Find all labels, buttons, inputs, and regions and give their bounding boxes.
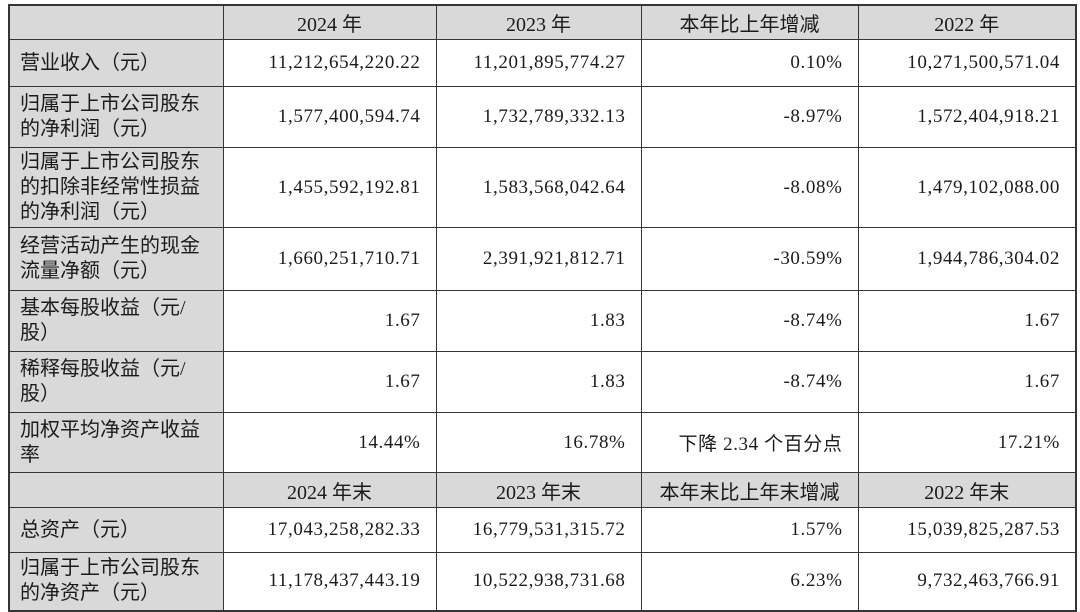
row-label: 总资产（元）: [8, 507, 224, 553]
cell-change: -8.74%: [640, 290, 859, 352]
cell-change: -8.74%: [640, 351, 859, 413]
cell-change: 下降 2.34 个百分点: [640, 412, 859, 473]
row-label: 归属于上市公司股东的扣除非经常性损益的净利润（元）: [8, 147, 224, 228]
financial-summary-table-wrap: 2024 年 2023 年 本年比上年增减 2022 年 营业收入（元） 11,…: [8, 4, 1077, 612]
cell-2023: 1,732,789,332.13: [435, 86, 642, 148]
cell-2022: 1.67: [857, 290, 1077, 352]
table-row-weighted-avg-roe: 加权平均净资产收益率 14.44% 16.78% 下降 2.34 个百分点 17…: [8, 412, 1077, 473]
row-label: 归属于上市公司股东的净资产（元）: [8, 552, 224, 611]
header-2024: 2024 年: [222, 4, 437, 40]
financial-summary-table: 2024 年 2023 年 本年比上年增减 2022 年 营业收入（元） 11,…: [8, 4, 1077, 612]
cell-2023: 1.83: [435, 351, 642, 413]
header-corner-cell-2: [8, 472, 224, 508]
cell-2023: 10,522,938,731.68: [435, 552, 642, 611]
cell-2023: 2,391,921,812.71: [435, 227, 642, 291]
header-2023: 2023 年: [435, 4, 642, 40]
header-change: 本年比上年增减: [640, 4, 859, 40]
row-label: 基本每股收益（元/股）: [8, 290, 224, 352]
cell-change: 0.10%: [640, 39, 859, 87]
row-label: 稀释每股收益（元/股）: [8, 351, 224, 413]
table-row-net-profit-deducted: 归属于上市公司股东的扣除非经常性损益的净利润（元） 1,455,592,192.…: [8, 147, 1077, 228]
header-end-2023: 2023 年末: [435, 472, 642, 508]
cell-2024: 1,660,251,710.71: [222, 227, 437, 291]
cell-2023: 16.78%: [435, 412, 642, 473]
table-row-diluted-eps: 稀释每股收益（元/股） 1.67 1.83 -8.74% 1.67: [8, 351, 1077, 413]
cell-2023: 11,201,895,774.27: [435, 39, 642, 87]
cell-2022: 1,572,404,918.21: [857, 86, 1077, 148]
cell-2022: 1,944,786,304.02: [857, 227, 1077, 291]
cell-change: -8.08%: [640, 147, 859, 228]
cell-2024: 1.67: [222, 351, 437, 413]
row-label: 经营活动产生的现金流量净额（元）: [8, 227, 224, 291]
cell-change: 6.23%: [640, 552, 859, 611]
table-row-total-assets: 总资产（元） 17,043,258,282.33 16,779,531,315.…: [8, 507, 1077, 553]
cell-2024: 14.44%: [222, 412, 437, 473]
table-row-revenue: 营业收入（元） 11,212,654,220.22 11,201,895,774…: [8, 39, 1077, 87]
table-row-operating-cash-flow: 经营活动产生的现金流量净额（元） 1,660,251,710.71 2,391,…: [8, 227, 1077, 291]
row-label: 加权平均净资产收益率: [8, 412, 224, 473]
cell-2022: 10,271,500,571.04: [857, 39, 1077, 87]
cell-2024: 1.67: [222, 290, 437, 352]
table-row-net-profit: 归属于上市公司股东的净利润（元） 1,577,400,594.74 1,732,…: [8, 86, 1077, 148]
header-end-change: 本年末比上年末增减: [640, 472, 859, 508]
table-row-net-assets: 归属于上市公司股东的净资产（元） 11,178,437,443.19 10,52…: [8, 552, 1077, 611]
cell-2024: 11,212,654,220.22: [222, 39, 437, 87]
cell-2022: 15,039,825,287.53: [857, 507, 1077, 553]
row-label: 归属于上市公司股东的净利润（元）: [8, 86, 224, 148]
cell-2022: 1.67: [857, 351, 1077, 413]
cell-2023: 1.83: [435, 290, 642, 352]
header-corner-cell: [8, 4, 224, 40]
cell-change: -8.97%: [640, 86, 859, 148]
header-row-balance: 2024 年末 2023 年末 本年末比上年末增减 2022 年末: [8, 472, 1077, 508]
header-2022: 2022 年: [857, 4, 1077, 40]
cell-2024: 1,455,592,192.81: [222, 147, 437, 228]
cell-change: -30.59%: [640, 227, 859, 291]
cell-2024: 11,178,437,443.19: [222, 552, 437, 611]
cell-2024: 17,043,258,282.33: [222, 507, 437, 553]
header-end-2022: 2022 年末: [857, 472, 1077, 508]
cell-2022: 1,479,102,088.00: [857, 147, 1077, 228]
cell-2023: 16,779,531,315.72: [435, 507, 642, 553]
cell-2024: 1,577,400,594.74: [222, 86, 437, 148]
table-row-basic-eps: 基本每股收益（元/股） 1.67 1.83 -8.74% 1.67: [8, 290, 1077, 352]
cell-2023: 1,583,568,042.64: [435, 147, 642, 228]
cell-change: 1.57%: [640, 507, 859, 553]
cell-2022: 17.21%: [857, 412, 1077, 473]
cell-2022: 9,732,463,766.91: [857, 552, 1077, 611]
header-end-2024: 2024 年末: [222, 472, 437, 508]
header-row-income: 2024 年 2023 年 本年比上年增减 2022 年: [8, 4, 1077, 40]
row-label: 营业收入（元）: [8, 39, 224, 87]
